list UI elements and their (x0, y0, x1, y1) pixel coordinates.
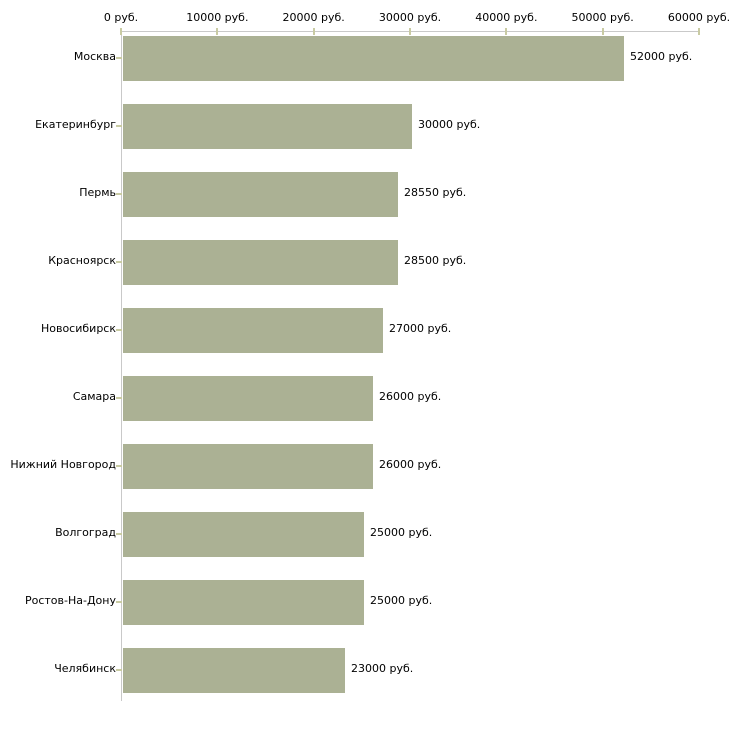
bar (123, 444, 373, 489)
x-axis-tick-label: 40000 руб. (475, 11, 538, 24)
y-axis-tick-mark (116, 193, 122, 195)
x-axis-tick-mark (312, 28, 315, 35)
category-label: Москва (73, 50, 116, 63)
y-axis-tick-mark (116, 329, 122, 331)
y-axis-tick-mark (116, 57, 122, 59)
bar (123, 172, 398, 217)
x-axis-tick-mark (698, 28, 700, 35)
category-label: Нижний Новгород (10, 458, 116, 471)
category-label: Красноярск (48, 254, 116, 267)
x-axis-tick-label: 10000 руб. (186, 11, 249, 24)
x-axis-tick-label: 60000 руб. (667, 11, 730, 24)
value-label: 25000 руб. (370, 526, 433, 539)
bar (123, 240, 398, 285)
value-label: 52000 руб. (630, 50, 693, 63)
value-label: 25000 руб. (370, 594, 433, 607)
y-axis-line (121, 31, 122, 701)
x-axis-tick-label: 20000 руб. (282, 11, 345, 24)
bar (123, 512, 364, 557)
category-label: Екатеринбург (35, 118, 116, 131)
category-label: Челябинск (54, 662, 116, 675)
category-label: Самара (72, 390, 116, 403)
bar (123, 648, 345, 693)
value-label: 23000 руб. (351, 662, 414, 675)
y-axis-tick-mark (116, 125, 122, 127)
y-axis-tick-mark (116, 261, 122, 263)
x-axis-tick-mark (601, 28, 604, 35)
x-axis-tick-mark (409, 28, 411, 35)
value-label: 28550 руб. (404, 186, 467, 199)
bar (123, 36, 624, 81)
category-label: Ростов-На-Дону (24, 594, 116, 607)
bar (123, 580, 364, 625)
y-axis-tick-mark (116, 669, 122, 671)
y-axis-tick-mark (116, 465, 122, 467)
x-axis-tick-label: 0 руб. (103, 11, 139, 24)
value-label: 26000 руб. (379, 390, 442, 403)
value-label: 26000 руб. (379, 458, 442, 471)
bar (123, 104, 412, 149)
x-axis-tick-mark (505, 28, 508, 35)
bar (123, 308, 383, 353)
category-label: Волгоград (55, 526, 116, 539)
y-axis-tick-mark (116, 533, 122, 535)
x-axis-tick-mark (216, 28, 219, 35)
y-axis-tick-mark (116, 397, 122, 399)
x-axis-tick-label: 50000 руб. (571, 11, 634, 24)
x-axis-tick-mark (120, 28, 122, 35)
category-label: Пермь (79, 186, 116, 199)
value-label: 30000 руб. (418, 118, 481, 131)
bar (123, 376, 373, 421)
value-label: 27000 руб. (389, 322, 452, 335)
y-axis-tick-mark (116, 601, 122, 603)
x-axis-tick-label: 30000 руб. (378, 11, 442, 24)
value-label: 28500 руб. (404, 254, 467, 267)
category-label: Новосибирск (40, 322, 116, 335)
